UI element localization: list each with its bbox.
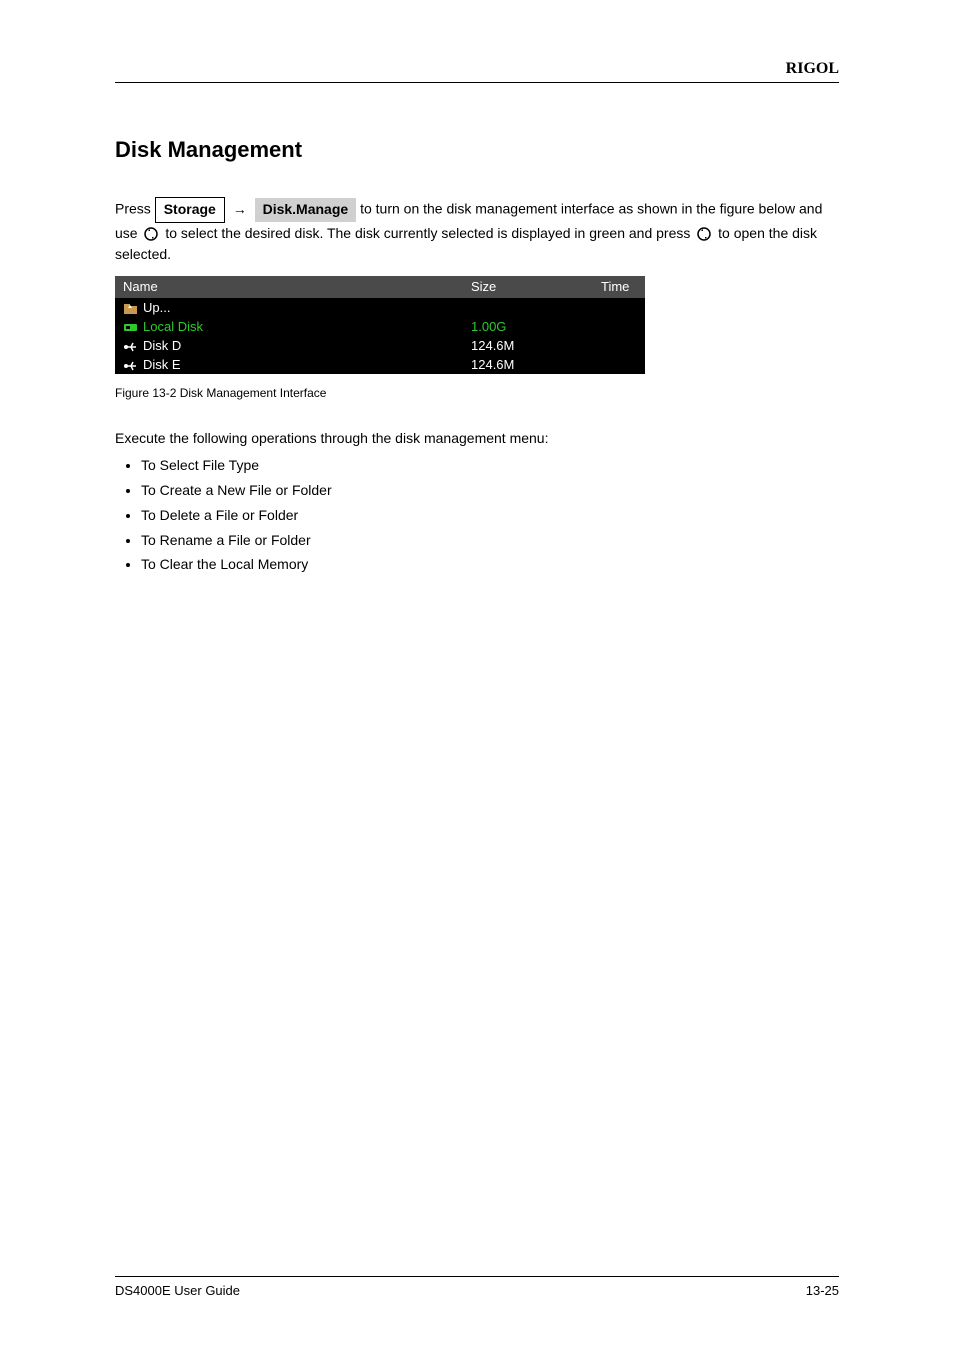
file-size: 124.6M [465, 336, 595, 356]
folder-up-icon [123, 301, 138, 314]
arrow-icon: → [233, 199, 247, 221]
operation-item: To Clear the Local Memory [141, 554, 839, 576]
file-row-disk-d: Disk D 124.6M [115, 336, 645, 355]
file-manager-screenshot: Name Size Time Up... L [115, 276, 645, 374]
footer-left: DS4000E User Guide [115, 1283, 240, 1298]
figure-caption: Figure 13-2 Disk Management Interface [115, 384, 839, 403]
column-header-time: Time [595, 277, 645, 297]
brand-text: RIGOL [786, 60, 839, 78]
knob-icon [143, 226, 159, 242]
operations-title: Execute the following operations through… [115, 428, 839, 450]
knob-icon [696, 226, 712, 242]
operation-item: To Create a New File or Folder [141, 480, 839, 502]
usb-icon [123, 339, 138, 352]
disk-manage-softkey: Disk.Manage [255, 198, 357, 222]
disk-icon [123, 320, 138, 333]
file-name: Disk D [143, 336, 181, 356]
operation-item: To Delete a File or Folder [141, 505, 839, 527]
usb-icon [123, 358, 138, 371]
file-name: Up... [143, 298, 170, 318]
storage-button: Storage [155, 197, 225, 223]
file-name: Local Disk [143, 317, 203, 337]
file-manager-header: Name Size Time [115, 276, 645, 298]
file-row-up: Up... [115, 298, 645, 317]
file-manager-body: Up... Local Disk 1.00G [115, 298, 645, 374]
footer-right: 13-25 [806, 1283, 839, 1298]
file-size: 124.6M [465, 355, 595, 375]
para-text: Press [115, 201, 155, 217]
operations-list: Execute the following operations through… [115, 428, 839, 576]
operation-item: To Rename a File or Folder [141, 530, 839, 552]
section-title: Disk Management [115, 133, 839, 167]
file-size: 1.00G [465, 317, 595, 337]
page-footer: DS4000E User Guide 13-25 [115, 1276, 839, 1298]
file-row-disk-e: Disk E 124.6M [115, 355, 645, 374]
file-row-local-disk: Local Disk 1.00G [115, 317, 645, 336]
column-header-size: Size [465, 277, 595, 297]
column-header-name: Name [115, 277, 465, 297]
file-name: Disk E [143, 355, 181, 375]
para-text: to select the desired disk. The disk cur… [165, 225, 694, 241]
instruction-paragraph: Press Storage → Disk.Manage to turn on t… [115, 197, 839, 266]
operation-item: To Select File Type [141, 455, 839, 477]
